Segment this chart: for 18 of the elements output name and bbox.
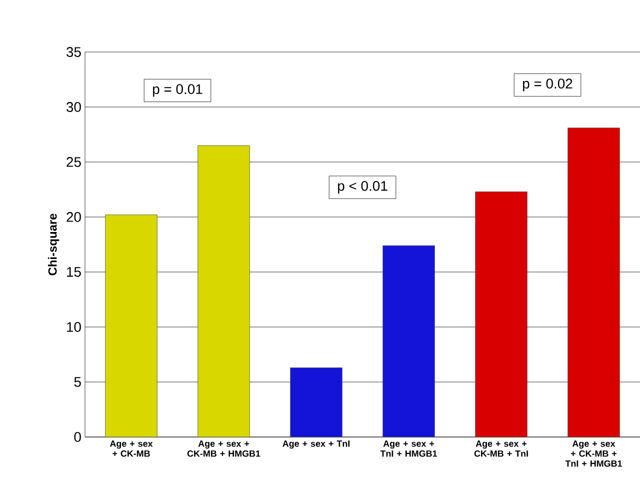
annotation: p < 0.01 bbox=[338, 180, 388, 194]
y-tick-label: 35 bbox=[66, 47, 81, 57]
y-tick-label: 20 bbox=[66, 212, 81, 222]
x-tick-label: Age + sex + CK-MB + TnI bbox=[474, 440, 528, 457]
annotation: p = 0.02 bbox=[523, 78, 572, 92]
y-tick-label: 0 bbox=[74, 432, 81, 442]
y-axis-title: Chi-square bbox=[48, 214, 60, 276]
x-tick-label: Age + sex + CK-MB bbox=[110, 440, 153, 457]
y-tick-label: 5 bbox=[74, 377, 81, 387]
y-tick-label: 15 bbox=[67, 267, 81, 277]
x-tick-label: Age + sex + CK-MB + TnI + HMGB1 bbox=[565, 440, 622, 467]
y-tick-label: 25 bbox=[66, 157, 81, 167]
annotation: p = 0.01 bbox=[153, 84, 202, 97]
x-tick-label: Age + sex + TnI bbox=[282, 440, 350, 449]
x-tick-label: Age + sex + CK-MB + HMGB1 bbox=[187, 440, 260, 457]
y-tick-label: 10 bbox=[67, 322, 81, 332]
x-tick-label: Age + sex + TnI + HMGB1 bbox=[380, 440, 438, 457]
y-tick-label: 30 bbox=[66, 102, 81, 112]
